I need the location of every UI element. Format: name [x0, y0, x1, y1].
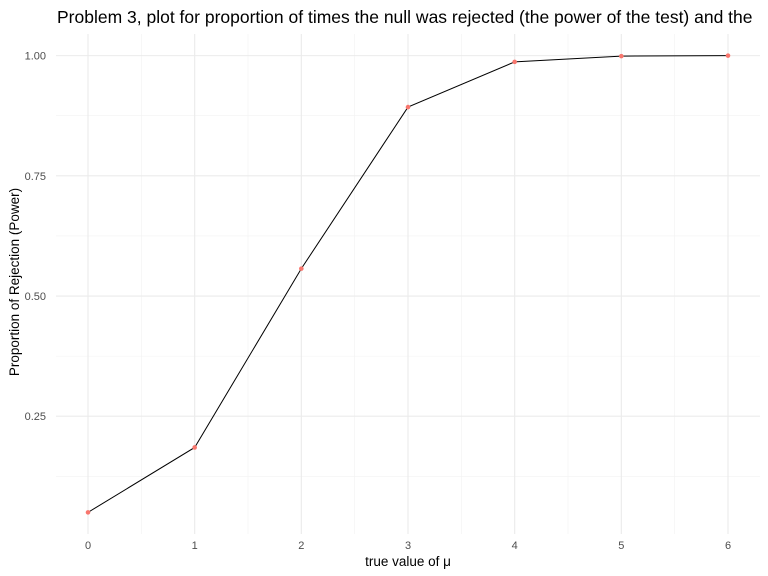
y-tick-label: 0.50 [25, 291, 46, 303]
data-point [512, 59, 517, 65]
y-tick-label: 0.75 [25, 171, 46, 183]
x-axis-title: true value of μ [365, 554, 451, 569]
data-point [299, 266, 304, 271]
x-tick-label: 1 [192, 540, 198, 552]
x-tick-label: 5 [618, 540, 624, 552]
data-point [725, 53, 731, 58]
x-tick-label: 6 [725, 540, 731, 552]
x-tick-label: 2 [298, 540, 304, 552]
y-tick-label: 1.00 [25, 51, 46, 63]
data-points [85, 53, 731, 515]
chart-title: Problem 3, plot for proportion of times … [57, 7, 753, 27]
data-point [85, 510, 91, 515]
y-axis-title: Proportion of Rejection (Power) [7, 188, 22, 376]
data-point [192, 445, 197, 450]
grid-lines [56, 34, 760, 534]
data-point [619, 53, 624, 59]
x-tick-label: 3 [405, 540, 411, 552]
x-tick-label: 4 [512, 540, 518, 552]
x-axis-tick-labels: 0 1 2 3 4 5 6 [85, 540, 731, 552]
x-tick-label: 0 [85, 540, 91, 552]
y-axis-tick-labels: 0.25 0.50 0.75 1.00 [25, 51, 46, 424]
data-point [405, 104, 411, 110]
y-tick-label: 0.25 [25, 411, 46, 423]
